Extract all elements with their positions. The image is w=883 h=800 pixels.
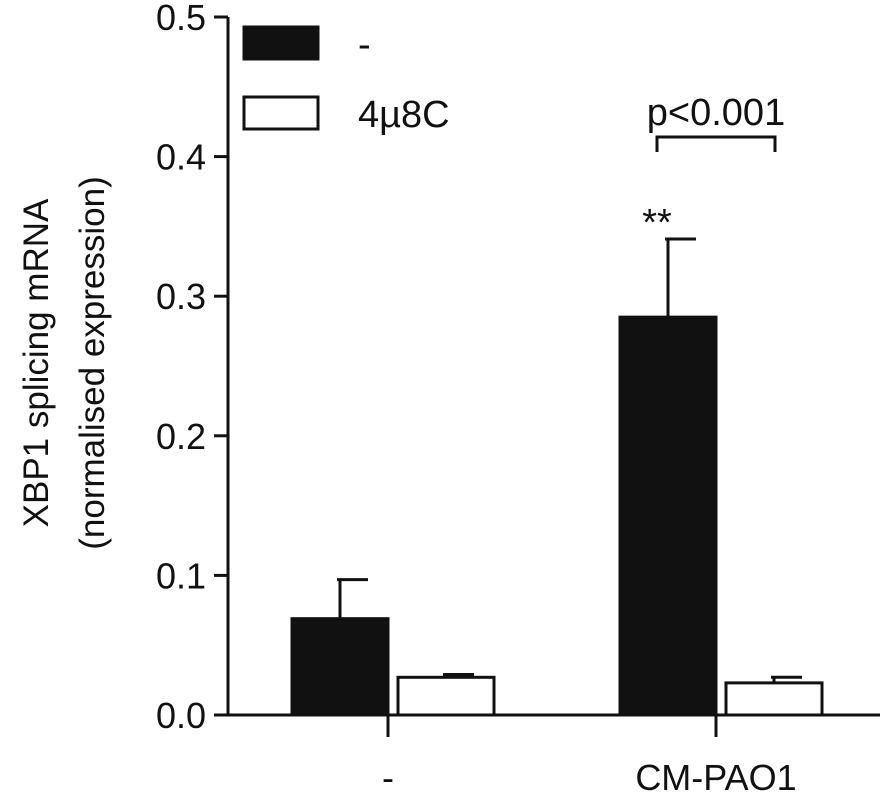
- legend-swatch: [242, 95, 320, 131]
- y-tick-label: 0.5: [156, 0, 206, 38]
- y-axis-title-line1: XBP1 splicing mRNA: [17, 198, 56, 527]
- bar: [290, 617, 390, 717]
- legend-label: -: [358, 24, 371, 66]
- legend-label: 4µ8C: [358, 94, 450, 136]
- y-tick-label: 0.0: [156, 695, 206, 736]
- error-bars: [337, 237, 802, 683]
- significance-bracket: [655, 135, 777, 152]
- annotations: ** p<0.001: [642, 92, 785, 244]
- bar: [396, 675, 496, 717]
- legend-swatch: [242, 25, 320, 61]
- legend: - 4µ8C: [242, 24, 450, 136]
- y-tick-label: 0.1: [156, 555, 206, 596]
- bar: [724, 681, 824, 717]
- y-axis: 0.0 0.1 0.2 0.3 0.4 0.5: [156, 0, 230, 736]
- x-category-label: -: [382, 757, 394, 798]
- bar: [618, 315, 718, 717]
- x-category-label: CM-PAO1: [635, 757, 796, 798]
- significance-marker: **: [642, 202, 672, 244]
- x-axis: - CM-PAO1: [228, 713, 880, 798]
- y-tick-label: 0.2: [156, 416, 206, 457]
- y-tick-label: 0.4: [156, 137, 206, 178]
- y-axis-title-line2: (normalised expression): [73, 176, 112, 549]
- bars: [290, 315, 824, 717]
- p-value-label: p<0.001: [647, 92, 785, 134]
- y-tick-label: 0.3: [156, 276, 206, 317]
